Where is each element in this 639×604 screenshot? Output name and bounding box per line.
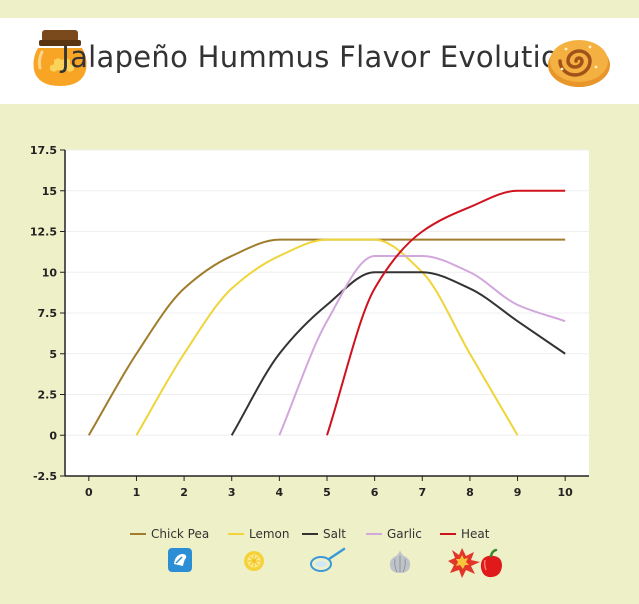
salt-spoon-icon [308, 546, 348, 580]
legend-swatch [130, 533, 146, 535]
y-tick-label: 12.5 [30, 226, 57, 239]
legend-swatch [366, 533, 382, 535]
x-tick-label: 0 [85, 486, 93, 499]
legend-swatch [228, 533, 244, 535]
header-bar [0, 18, 639, 104]
legend-label: Salt [323, 527, 347, 541]
y-tick-label: 0 [49, 429, 57, 442]
y-tick-label: 15 [42, 185, 57, 198]
legend-item-heat[interactable]: Heat [440, 524, 489, 544]
legend-label: Garlic [387, 527, 422, 541]
x-tick-label: 8 [466, 486, 474, 499]
page-title: Jalapeño Hummus Flavor Evolution [61, 40, 578, 74]
y-tick-label: -2.5 [33, 470, 57, 483]
y-tick-label: 7.5 [38, 307, 58, 320]
series-line-heat [326, 189, 566, 436]
x-tick-label: 6 [371, 486, 379, 499]
legend-swatch [440, 533, 456, 535]
legend-swatch [302, 533, 318, 535]
y-tick-label: 2.5 [38, 389, 58, 402]
cinnamon-roll-icon [546, 33, 612, 93]
y-tick-label: 17.5 [30, 144, 57, 157]
x-tick-label: 9 [514, 486, 522, 499]
legend-item-salt[interactable]: Salt [302, 524, 346, 544]
garlic-icon [386, 546, 414, 580]
y-tick-label: 10 [42, 266, 58, 279]
x-tick-label: 2 [180, 486, 188, 499]
x-tick-label: 3 [228, 486, 236, 499]
legend-item-chick-pea[interactable]: Chick Pea [130, 524, 209, 544]
series-line-salt [230, 271, 566, 436]
series-line-lemon [135, 238, 519, 436]
x-tick-label: 10 [558, 486, 574, 499]
explosion-pepper-icon [448, 546, 508, 584]
x-tick-label: 1 [133, 486, 141, 499]
lemon-icon [240, 546, 268, 578]
legend-item-lemon[interactable]: Lemon [228, 524, 290, 544]
x-tick-label: 5 [323, 486, 331, 499]
line-chart: -2.5 0 2.5 5 7.5 10 12.5 15 17.5 0 1 2 3 4 5 6 7 8 9 10 [0, 130, 639, 504]
x-tick-label: 7 [418, 486, 426, 499]
honey-jar-icon [30, 28, 90, 94]
legend-item-garlic[interactable]: Garlic [366, 524, 422, 544]
bread-slice-icon [166, 546, 194, 578]
chart-svg: -2.5 0 2.5 5 7.5 10 12.5 15 17.5 0 1 2 3 4 5 6 7 8 9 10 [30, 144, 589, 499]
x-tick-label: 4 [276, 486, 284, 499]
legend-label: Lemon [249, 527, 290, 541]
y-tick-label: 5 [49, 348, 57, 361]
series-line-garlic [278, 254, 566, 436]
legend-label: Chick Pea [151, 527, 210, 541]
legend-label: Heat [461, 527, 490, 541]
